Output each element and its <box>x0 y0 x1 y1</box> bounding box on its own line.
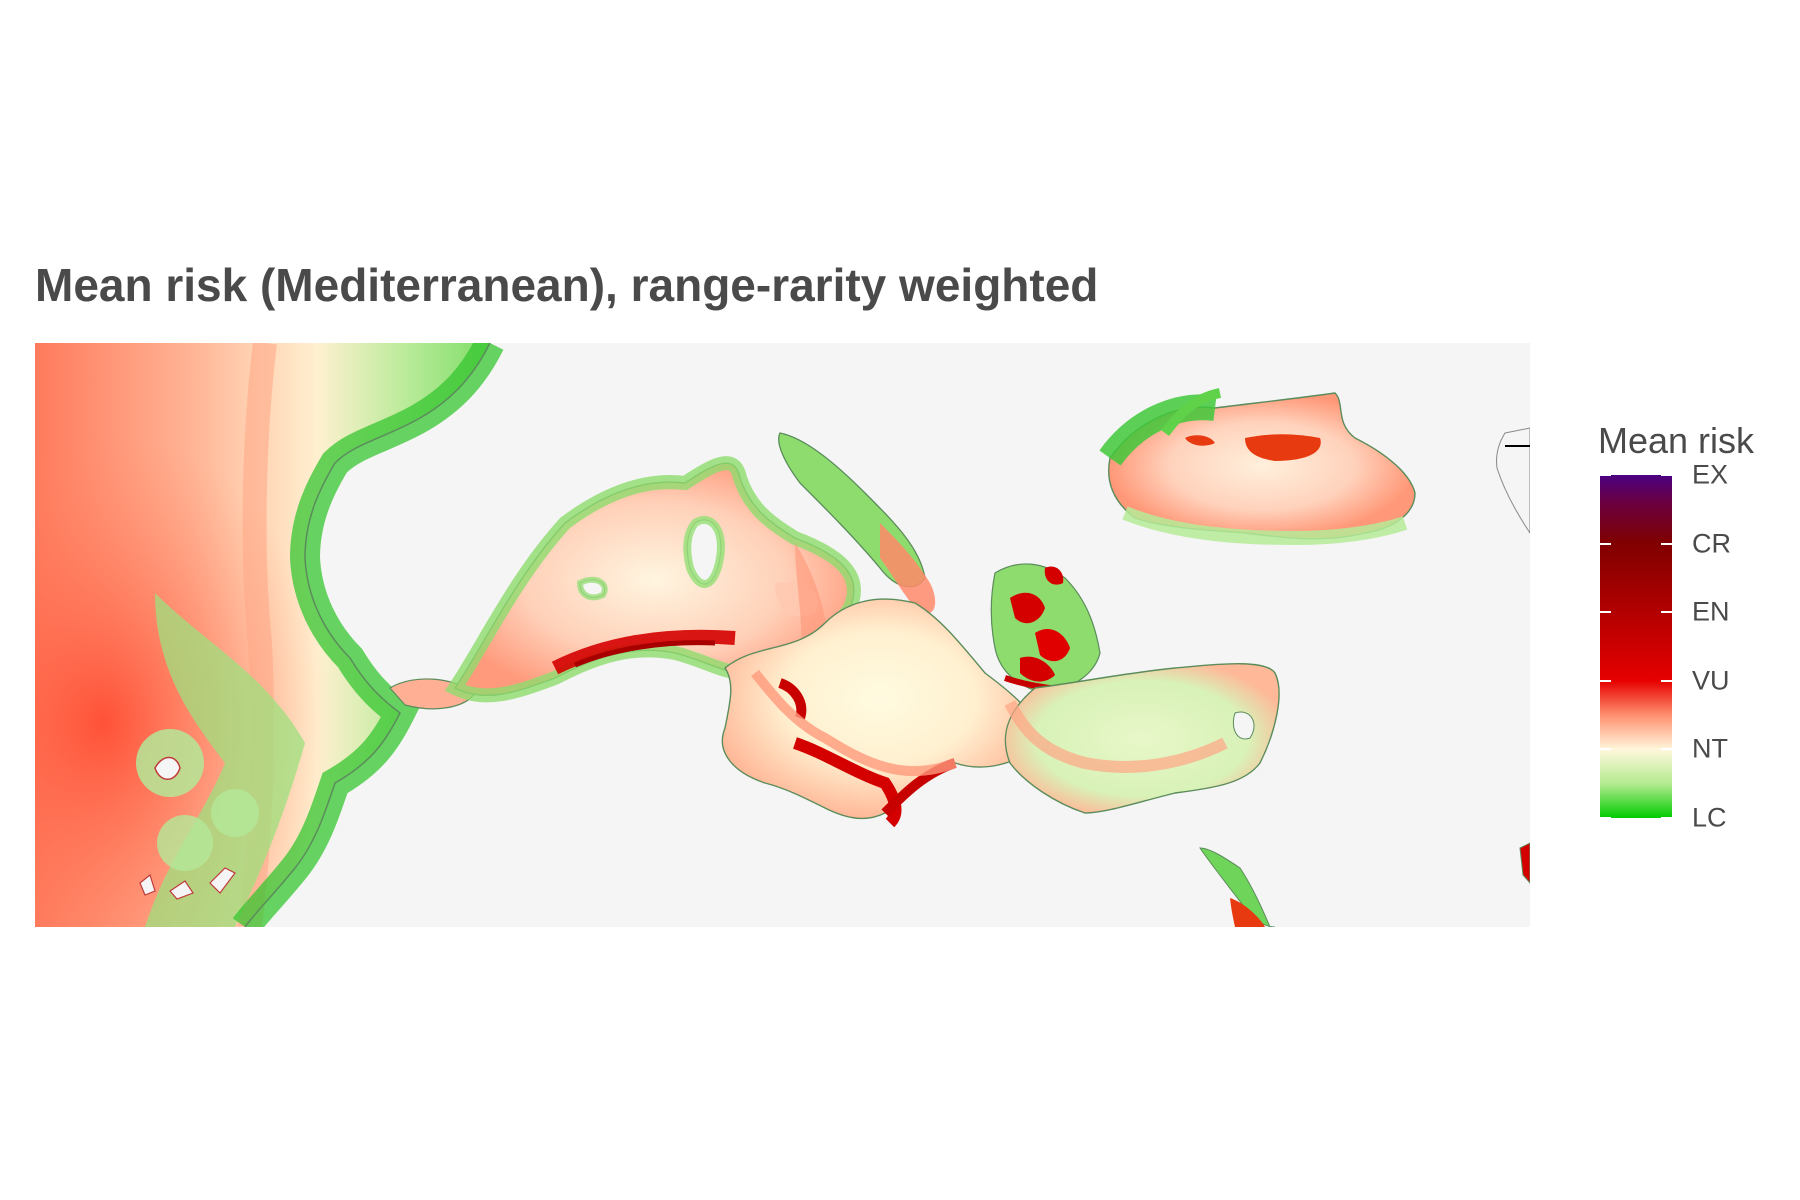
risk-map <box>35 343 1530 927</box>
legend-tick-left-nt <box>1600 748 1611 751</box>
legend-label-cr: CR <box>1692 528 1731 559</box>
central-mediterranean <box>721 598 1039 828</box>
legend-colorbar <box>1600 475 1672 818</box>
western-mediterranean <box>444 456 861 703</box>
legend-tick-left-vu <box>1600 679 1611 682</box>
legend-tick-left-ex <box>1600 474 1611 476</box>
legend-label-en: EN <box>1692 596 1730 627</box>
legend-tick-right-ex <box>1661 474 1672 476</box>
legend-tick-left-cr <box>1600 542 1611 545</box>
legend-label-ex: EX <box>1692 459 1729 490</box>
legend-title: Mean risk <box>1598 420 1755 461</box>
black-sea <box>1099 388 1416 546</box>
atlantic-ocean <box>35 343 504 927</box>
right-edge-fragments <box>1496 427 1530 884</box>
risk-map-panel <box>35 343 1530 927</box>
legend-tick-right-cr <box>1661 542 1672 545</box>
legend-tick-right-vu <box>1661 679 1672 682</box>
red-sea <box>1199 847 1276 927</box>
legend-tick-left-en <box>1600 611 1611 614</box>
legend-label-nt: NT <box>1692 733 1728 764</box>
legend: Mean risk EX CR EN VU NT LC <box>1598 420 1798 850</box>
legend-tick-right-lc <box>1661 817 1672 819</box>
levantine-sea <box>1004 663 1280 814</box>
legend-tick-right-en <box>1661 611 1672 614</box>
legend-label-vu: VU <box>1692 665 1730 696</box>
legend-tick-right-nt <box>1661 748 1672 751</box>
legend-tick-left-lc <box>1600 817 1611 819</box>
legend-label-lc: LC <box>1692 802 1727 833</box>
map-title: Mean risk (Mediterranean), range-rarity … <box>35 259 1099 311</box>
aegean-sea <box>990 563 1106 694</box>
